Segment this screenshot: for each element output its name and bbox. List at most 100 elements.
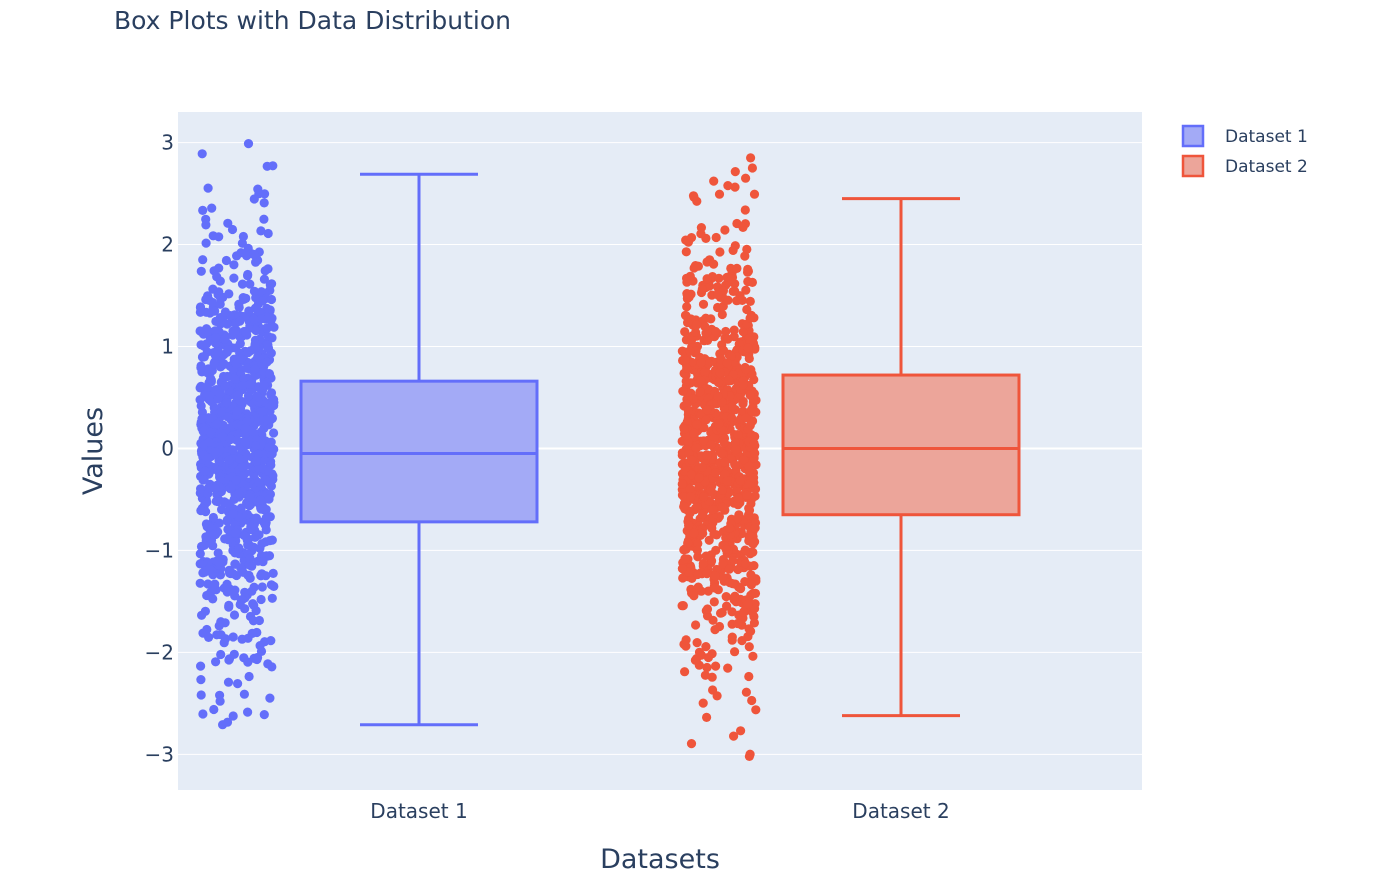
data-point <box>223 412 233 422</box>
data-point <box>744 353 754 364</box>
data-point <box>202 382 212 392</box>
data-point <box>267 333 277 343</box>
data-point <box>694 647 705 657</box>
data-point <box>251 325 261 336</box>
data-point <box>741 687 752 697</box>
data-point <box>717 607 727 618</box>
data-point <box>269 428 279 438</box>
data-point <box>210 579 220 589</box>
data-point <box>683 538 693 548</box>
data-point <box>739 455 749 465</box>
data-point <box>244 570 254 580</box>
y-tick-label: 3 <box>161 131 174 155</box>
data-point <box>729 731 739 741</box>
data-point <box>263 228 273 239</box>
data-point <box>692 420 702 430</box>
data-point <box>750 603 760 614</box>
y-tick-label: −3 <box>145 742 174 766</box>
data-point <box>718 559 728 569</box>
data-point <box>212 630 222 640</box>
x-axis-title: Datasets <box>600 844 720 875</box>
data-point <box>211 657 221 667</box>
data-point <box>229 610 240 620</box>
data-point <box>693 538 703 549</box>
data-point <box>698 558 708 569</box>
data-point <box>254 478 264 488</box>
data-point <box>223 218 233 228</box>
data-point <box>251 513 261 523</box>
data-point <box>737 636 747 646</box>
data-point <box>684 520 694 531</box>
data-point <box>208 512 218 523</box>
data-point <box>677 564 688 574</box>
data-point <box>682 273 692 283</box>
data-point <box>733 493 743 503</box>
data-point <box>216 407 226 417</box>
data-point <box>222 717 233 727</box>
data-point <box>742 490 752 500</box>
data-point <box>730 647 740 657</box>
data-point <box>249 249 259 260</box>
data-point <box>267 662 277 672</box>
data-point <box>721 326 731 337</box>
data-point <box>701 313 711 323</box>
data-point <box>736 584 746 594</box>
data-point <box>680 327 690 337</box>
data-point <box>698 509 708 519</box>
data-point <box>724 564 734 574</box>
data-point <box>686 739 697 749</box>
data-point <box>679 545 689 555</box>
data-point <box>209 704 219 715</box>
data-point <box>256 495 266 505</box>
data-point <box>244 306 254 316</box>
data-point <box>743 343 753 353</box>
data-point <box>249 582 259 592</box>
data-point <box>215 570 226 580</box>
data-point <box>682 289 692 299</box>
data-point <box>245 279 255 289</box>
data-point <box>267 279 277 289</box>
data-point <box>221 255 231 266</box>
data-point <box>738 327 748 337</box>
data-point <box>709 597 719 607</box>
data-point <box>205 391 215 401</box>
data-point <box>196 363 206 373</box>
data-point <box>723 663 733 673</box>
data-point <box>715 247 725 257</box>
data-point <box>687 455 697 465</box>
data-point <box>717 502 728 512</box>
legend[interactable]: Dataset 1 Dataset 2 <box>1181 124 1308 178</box>
data-point <box>264 494 274 504</box>
data-point <box>229 260 239 270</box>
data-point <box>730 460 740 470</box>
data-point <box>702 450 712 460</box>
data-point <box>253 449 264 459</box>
data-point <box>225 434 235 444</box>
data-point <box>238 462 248 472</box>
data-point <box>230 374 240 384</box>
data-point <box>231 528 241 538</box>
x-tick-label: Dataset 2 <box>852 799 949 823</box>
legend-item[interactable]: Dataset 1 <box>1181 124 1308 148</box>
data-point <box>730 438 740 448</box>
data-point <box>702 662 712 673</box>
data-point <box>746 626 756 636</box>
data-point <box>681 247 691 257</box>
data-point <box>248 616 259 626</box>
data-point <box>232 251 242 261</box>
data-point <box>682 302 692 312</box>
legend-item[interactable]: Dataset 2 <box>1181 154 1308 178</box>
data-point <box>702 712 712 723</box>
data-point <box>201 220 211 230</box>
data-point <box>747 406 757 417</box>
data-point <box>741 173 751 183</box>
data-point <box>730 182 740 192</box>
data-point <box>197 414 207 424</box>
data-point <box>717 572 728 582</box>
data-point <box>723 295 733 305</box>
data-point <box>204 565 214 575</box>
data-point <box>720 225 730 235</box>
data-point <box>749 189 760 199</box>
data-point <box>746 153 756 163</box>
data-point <box>259 380 269 390</box>
